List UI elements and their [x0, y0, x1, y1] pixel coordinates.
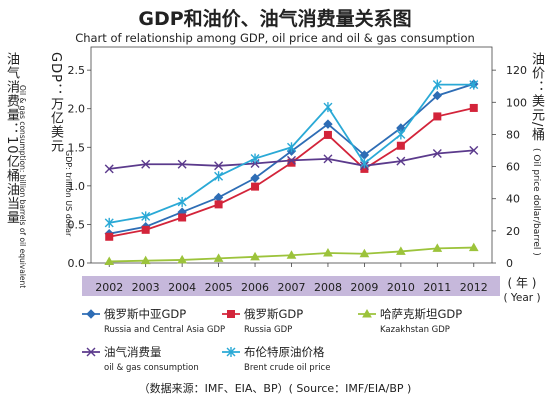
- right-axis-label-en: ( Oil price dollar/barrel ): [531, 148, 541, 256]
- series-point-4: [323, 102, 333, 113]
- series-point-3: [432, 148, 442, 158]
- left-tick-label: 2.0: [68, 103, 86, 116]
- x-axis-label-en: ( Year ): [503, 292, 541, 304]
- series-point-4: [141, 211, 151, 222]
- legend-label-en: Russia and Central Asia GDP: [104, 325, 225, 335]
- series-point-2: [250, 251, 260, 261]
- series-point-3: [323, 154, 333, 164]
- left-tick-label: 0.5: [68, 218, 86, 231]
- legend-label-cn: 俄罗斯GDP: [244, 307, 303, 321]
- x-axis-band: [82, 276, 500, 296]
- series-point-1: [178, 213, 187, 222]
- right-axis-label-cn: 油价：美元/桶: [529, 52, 544, 142]
- series-point-0: [213, 192, 224, 203]
- series-point-3: [177, 159, 187, 169]
- chart-subtitle: Chart of relationship among GDP, oil pri…: [75, 31, 475, 45]
- legend-swatch-marker: [226, 347, 236, 357]
- right-tick-label: 80: [506, 128, 520, 141]
- series-point-4: [177, 196, 187, 207]
- right-tick-label: 100: [506, 96, 527, 109]
- right-tick-label: 40: [506, 193, 520, 206]
- series-point-4: [214, 171, 224, 182]
- x-tick-label: 2007: [278, 281, 306, 294]
- left-tick-label: 1.0: [68, 180, 86, 193]
- x-axis-label: ( 年 ) ( Year ): [497, 276, 547, 306]
- series-point-4: [104, 217, 114, 228]
- x-tick-label: 2005: [205, 281, 233, 294]
- legend-label-cn: 俄罗斯中亚GDP: [104, 307, 186, 321]
- series-point-1: [105, 232, 114, 241]
- series-point-3: [469, 145, 479, 155]
- series-point-0: [323, 119, 333, 129]
- left-tick-label: 0.0: [68, 257, 86, 270]
- left-tick-label: 1.5: [68, 141, 86, 154]
- series-point-3: [214, 161, 224, 171]
- chart-title: GDP和油价、油气消费量关系图: [138, 8, 412, 30]
- series-point-1: [251, 182, 260, 191]
- series-point-2: [104, 256, 115, 265]
- series-point-1: [433, 112, 442, 121]
- series-point-4: [287, 142, 296, 153]
- legend-label-en: oil & gas consumption: [104, 363, 199, 373]
- series-point-2: [177, 254, 187, 264]
- x-tick-label: 2009: [350, 281, 378, 294]
- x-tick-label: 2006: [241, 281, 269, 294]
- series-point-2: [213, 253, 224, 262]
- right-tick-label: 120: [506, 64, 527, 77]
- series-point-4: [432, 79, 442, 90]
- x-tick-label: 2010: [387, 281, 415, 294]
- series-point-1: [287, 158, 296, 167]
- x-tick-label: 2012: [460, 281, 488, 294]
- legend-label-en: Russia GDP: [244, 325, 292, 335]
- left-tick-label: 2.5: [68, 64, 86, 77]
- x-tick-label: 2004: [168, 281, 196, 294]
- legend-swatch-marker: [86, 309, 96, 319]
- series-point-4: [359, 158, 369, 169]
- x-tick-label: 2003: [132, 281, 160, 294]
- series-point-2: [432, 243, 443, 252]
- x-axis-label-cn: ( 年 ): [507, 276, 537, 290]
- legend-swatch-marker: [362, 308, 372, 318]
- series-point-0: [432, 90, 443, 101]
- legend-label-cn: 布伦特原油价格: [244, 345, 325, 359]
- series-point-3: [104, 164, 114, 174]
- right-tick-label: 20: [506, 225, 520, 238]
- series-point-3: [287, 155, 296, 165]
- series-point-4: [396, 129, 406, 140]
- right-tick-label: 60: [506, 161, 520, 174]
- series-point-1: [141, 225, 150, 234]
- right-tick-label: 0: [506, 257, 513, 270]
- legend-label-en: Kazakhstan GDP: [380, 325, 450, 335]
- x-tick-label: 2002: [95, 281, 123, 294]
- source-note: （数据来源：IMF、EIA、BP）( Source：IMF/EIA/BP ): [138, 382, 412, 395]
- left-axis-label-en-1: Oil & gas consumption: billion barrels o…: [18, 85, 27, 289]
- series-point-4: [250, 153, 260, 164]
- series-point-3: [396, 156, 406, 166]
- left-axis-label-en-2: GDP: trillion US dollar: [64, 150, 73, 237]
- series-point-2: [140, 255, 151, 265]
- series-point-4: [469, 79, 479, 90]
- series-point-2: [396, 246, 406, 255]
- series-point-3: [141, 159, 151, 169]
- series-point-2: [286, 250, 297, 259]
- left-axis-label-cn-2: GDP：万亿美元: [48, 52, 63, 153]
- series-point-1: [214, 200, 223, 209]
- x-tick-label: 2008: [314, 281, 342, 294]
- series-line-1: [109, 107, 474, 238]
- series-point-2: [359, 248, 370, 258]
- legend-label-cn: 哈萨克斯坦GDP: [380, 307, 462, 321]
- series-point-1: [396, 141, 405, 150]
- series-point-1: [469, 103, 478, 112]
- left-axis-label-cn-1: 油气消费量：10亿桶油当量: [4, 52, 19, 225]
- legend-label-en: Brent crude oil price: [244, 363, 330, 373]
- legend-label-cn: 油气消费量: [104, 345, 162, 359]
- series-point-1: [323, 130, 332, 139]
- series-point-2: [323, 247, 333, 257]
- x-tick-label: 2011: [423, 281, 451, 294]
- series-point-0: [250, 173, 260, 183]
- legend-swatch-marker: [227, 310, 235, 318]
- series-point-2: [468, 242, 479, 252]
- legend-swatch-marker: [86, 347, 96, 357]
